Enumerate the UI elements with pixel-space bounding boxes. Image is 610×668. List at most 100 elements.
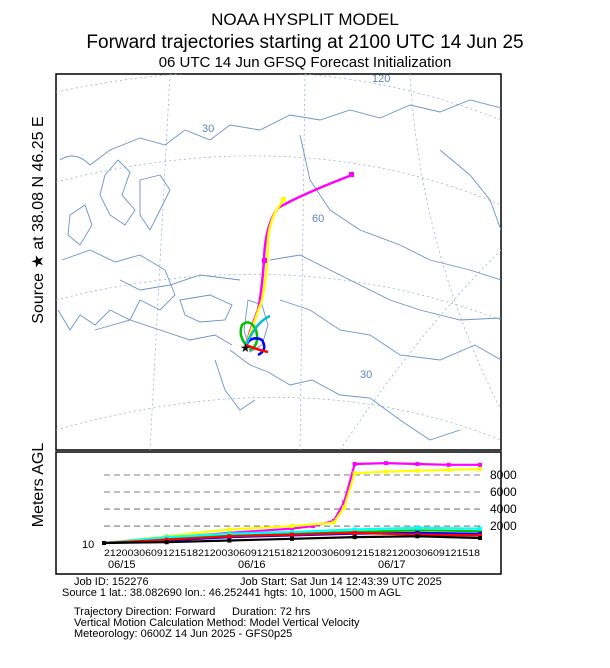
series-point — [227, 534, 232, 539]
latitude-line — [56, 74, 501, 121]
grid-label: 120 — [372, 73, 390, 85]
series-point — [415, 525, 420, 530]
series-point — [478, 535, 482, 540]
series-point — [415, 534, 420, 539]
series-point — [352, 535, 357, 540]
siberia-border — [299, 134, 501, 281]
vertical-motion: Vertical Motion Calculation Method: Mode… — [74, 617, 360, 629]
arctic-coast — [59, 99, 501, 166]
series-point — [384, 469, 388, 474]
latitude-line — [56, 273, 501, 321]
red-sea — [214, 359, 256, 411]
trajectory-direction: Trajectory Direction: Forward — [74, 606, 216, 618]
latitude-line — [56, 396, 501, 441]
job-start: Job Start: Sat Jun 14 12:43:39 UTC 2025 — [240, 576, 442, 588]
series-point — [478, 526, 482, 531]
series-point — [415, 461, 420, 466]
graticule — [56, 74, 501, 450]
finland — [139, 174, 171, 231]
mediterranean — [94, 319, 233, 346]
chart-series — [102, 461, 482, 545]
series-point — [352, 461, 357, 466]
height-chart: 8000 6000 4000 2000 10 21200306091215182120… — [55, 451, 517, 575]
series-point — [227, 538, 232, 543]
chart-frame — [55, 451, 502, 575]
coastlines — [57, 99, 501, 441]
series-point — [290, 532, 294, 537]
europe-coast — [57, 249, 176, 331]
series-point — [227, 527, 232, 532]
y-min-label: 10 — [82, 539, 94, 551]
series-point — [478, 467, 482, 472]
x-day-label: 06/15 — [108, 559, 136, 571]
grid-label: 30 — [360, 369, 372, 381]
series-point — [384, 461, 388, 466]
series-point — [446, 467, 451, 472]
page-subtitle: 06 UTC 14 Jun GFSQ Forecast Initializati… — [158, 54, 452, 71]
series-point — [342, 500, 347, 505]
series-point — [478, 533, 482, 538]
series-point — [331, 520, 336, 525]
duration: Duration: 72 hrs — [232, 606, 311, 618]
series-point — [290, 530, 294, 535]
longitude-line — [339, 249, 501, 450]
map-trajectory-cyan — [244, 314, 271, 346]
series-point — [227, 531, 232, 536]
trajectory-marker — [262, 258, 267, 263]
series-point — [342, 505, 347, 510]
chart-x-day-labels: 06/15 06/16 06/17 — [108, 559, 406, 571]
series-point — [310, 524, 315, 529]
south-coast — [229, 349, 461, 441]
map-trajectory-yellow — [244, 199, 285, 346]
x-day-label: 06/16 — [238, 559, 266, 571]
series-point — [102, 541, 106, 545]
page-title: Forward trajectories starting at 2100 UT… — [86, 32, 524, 53]
chart-y-ticks: 8000 6000 4000 2000 — [490, 468, 517, 533]
job-info-panel: Job ID: 152276 Job Start: Sat Jun 14 12:… — [56, 575, 501, 655]
country-border — [119, 274, 241, 291]
x-hour-ticks: 2120030609121518212003060912151821200306… — [104, 548, 480, 558]
model-name: NOAA HYSPLIT MODEL — [211, 10, 399, 29]
y-tick-label: 6000 — [490, 485, 517, 499]
map-markers: ★ — [240, 172, 354, 355]
series-point — [415, 528, 420, 533]
series-point — [352, 471, 357, 476]
kazakh-border — [269, 254, 501, 321]
british-isles — [67, 204, 93, 246]
meteorology: Meteorology: 0600Z 14 Jun 2025 - GFS0p25 — [74, 628, 293, 640]
series-point — [352, 530, 357, 535]
grid-label: 30 — [202, 123, 214, 135]
map-trajectory-green — [239, 321, 259, 352]
black-sea — [179, 294, 233, 323]
china-border — [279, 299, 501, 361]
longitude-line — [409, 74, 501, 411]
series-point — [290, 526, 294, 531]
series-point — [352, 527, 357, 532]
series-point — [164, 540, 169, 545]
latitude-line — [56, 155, 501, 206]
map-frame — [55, 73, 502, 451]
series-point — [478, 462, 482, 467]
y-tick-label: 8000 — [490, 468, 517, 482]
trajectory-map: 120 30 60 30 ★ — [55, 73, 502, 451]
map-trajectory-red — [245, 343, 269, 354]
source-star-icon: ★ — [240, 341, 251, 355]
series-point — [290, 524, 294, 529]
x-day-label: 06/17 — [378, 559, 406, 571]
y-tick-label: 4000 — [490, 502, 517, 516]
source-details: Source 1 lat.: 38.082690 lon.: 46.252441… — [62, 587, 401, 599]
far-east-coast — [439, 149, 501, 231]
series-point — [446, 462, 451, 467]
job-id: Job ID: 152276 — [74, 576, 149, 588]
y-tick-label: 2000 — [490, 519, 517, 533]
series-point — [478, 529, 482, 534]
series-point — [415, 468, 420, 473]
series-point — [290, 536, 294, 541]
series-point — [164, 537, 169, 542]
scandinavia — [99, 159, 136, 226]
caspian-sea — [243, 299, 269, 353]
grid-label: 60 — [312, 213, 324, 225]
series-point — [164, 535, 169, 540]
trajectory-marker — [349, 172, 354, 177]
